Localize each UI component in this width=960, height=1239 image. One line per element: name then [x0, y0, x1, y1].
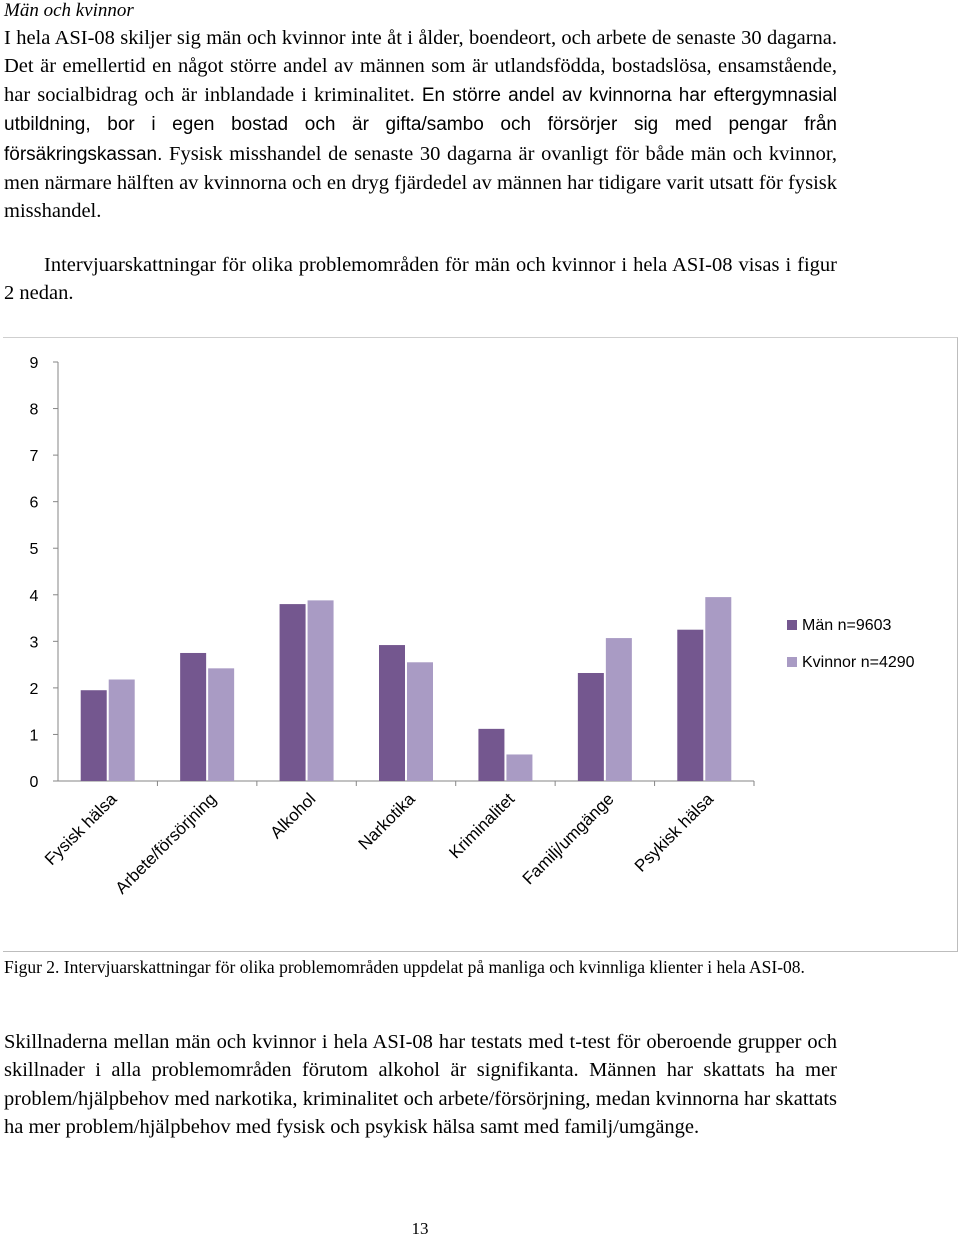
y-tick-label: 8 [30, 402, 39, 419]
y-tick-label: 2 [30, 681, 39, 698]
paragraph-2: Intervjuarskattningar för olika problemo… [4, 254, 837, 305]
bar-women [605, 638, 632, 781]
legend-swatch [787, 657, 797, 667]
bar-chart: 0 1 2 3 4 5 6 7 8 9 Fysisk hälsaArbete/försörjning… [30, 355, 915, 898]
y-tick-label: 7 [30, 448, 39, 465]
bar-men [478, 728, 505, 781]
section-heading: Män och kvinnor [4, 0, 134, 21]
x-category-label: Kriminalitet [445, 789, 518, 862]
y-tick-label: 9 [30, 355, 39, 372]
legend-label: Kvinnor n=4290 [802, 654, 915, 671]
paragraph-1-part-a: I hela ASI-08 skiljer sig män och kvinno… [4, 27, 837, 106]
x-category-label: Narkotika [355, 789, 420, 854]
legend-label: Män n=9603 [802, 617, 892, 634]
y-tick-label: 5 [30, 541, 39, 558]
x-category-label: Fysisk hälsa [41, 789, 121, 869]
bar-men [80, 690, 107, 781]
bar-men [577, 672, 604, 781]
bar-women [208, 668, 235, 781]
bar-men [677, 629, 704, 781]
paragraph-1-part-c: Fysisk misshandel de senaste 30 dagarna … [4, 142, 837, 223]
y-tick-label: 0 [30, 774, 39, 791]
bar-women [506, 754, 533, 781]
paragraph-3: Skillnaderna mellan män och kvinnor i he… [4, 1031, 837, 1139]
bar-women [108, 679, 135, 781]
y-tick-label: 6 [30, 495, 39, 512]
y-tick-label: 3 [30, 634, 39, 651]
bar-men [180, 652, 207, 781]
legend-swatch [787, 620, 797, 630]
x-category-label: Alkohol [267, 789, 320, 842]
paragraph-1: I hela ASI-08 skiljer sig män och kvinno… [4, 24, 837, 226]
figure-caption: Figur 2. Intervjuarskattningar för olika… [4, 957, 805, 977]
y-tick-label: 1 [30, 727, 39, 744]
x-category-label: Psykisk hälsa [631, 789, 718, 876]
page-number: 13 [411, 1219, 429, 1238]
bar-women [705, 597, 732, 781]
y-tick-label: 4 [30, 588, 39, 605]
paragraph-1-part-b: En större andel av kvinnorna har eftergy… [4, 84, 837, 165]
chart-frame [3, 337, 958, 952]
x-category-label: Arbete/försörjning [112, 789, 220, 897]
bar-men [279, 604, 306, 781]
bar-men [379, 645, 405, 781]
bar-women [407, 662, 433, 781]
x-category-label: Familj/umgänge [519, 789, 618, 888]
bar-women [307, 600, 334, 781]
